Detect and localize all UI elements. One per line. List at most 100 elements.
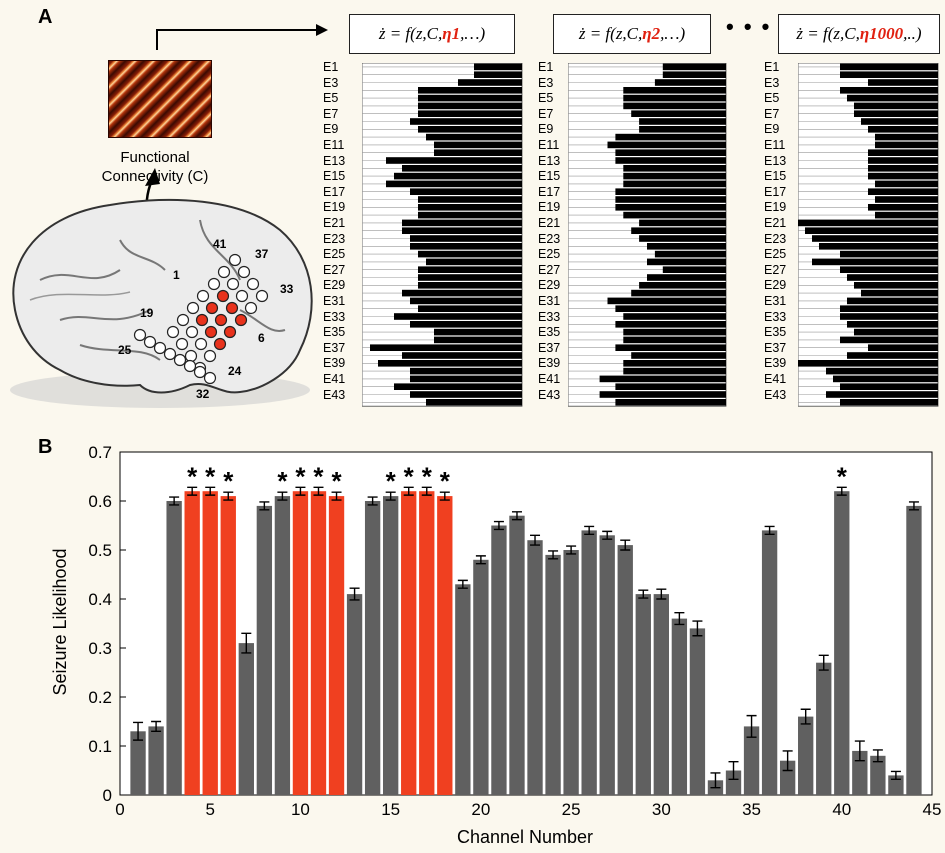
x-tick-label: 15 bbox=[381, 800, 400, 819]
connector-arrow-line bbox=[156, 29, 318, 50]
electrode-label: E7 bbox=[538, 106, 554, 121]
seizure-state-bar bbox=[615, 133, 726, 141]
electrode bbox=[226, 277, 240, 291]
seizure-state-bar bbox=[607, 141, 726, 149]
seizure-onset-electrode bbox=[216, 289, 230, 303]
grid-number: 33 bbox=[280, 282, 294, 296]
bar-channel bbox=[671, 618, 688, 795]
electrode-label: E15 bbox=[764, 169, 787, 184]
seizure-state-bar bbox=[418, 126, 522, 133]
seizure-state-bar bbox=[418, 266, 522, 273]
seizure-state-bar bbox=[854, 282, 938, 289]
seizure-state-bar bbox=[854, 110, 938, 117]
bar-channel bbox=[491, 525, 507, 795]
seizure-state-bar bbox=[868, 157, 938, 164]
seizure-state-bar bbox=[631, 227, 726, 234]
electrode-label: E15 bbox=[323, 169, 346, 184]
model-equation-3: ż = f(z,C, η1000,..) bbox=[778, 14, 940, 54]
electrode bbox=[153, 341, 167, 355]
significance-star: * bbox=[386, 466, 397, 496]
electrode-label: E39 bbox=[323, 356, 346, 371]
seizure-state-bar bbox=[615, 344, 726, 351]
grid-number: 24 bbox=[228, 364, 242, 378]
seizure-state-bar bbox=[623, 328, 726, 336]
equation-ellipsis: • • • bbox=[726, 14, 772, 39]
seizure-onset-electrode bbox=[204, 325, 218, 339]
seizure-state-bar bbox=[868, 204, 938, 211]
error-bar bbox=[151, 720, 162, 732]
error-bar bbox=[746, 714, 757, 738]
significance-star: * bbox=[205, 461, 216, 491]
x-tick-label: 5 bbox=[205, 800, 214, 819]
error-bar bbox=[223, 491, 234, 501]
seizure-state-bar bbox=[875, 180, 938, 188]
y-tick-label: 0.3 bbox=[88, 639, 112, 658]
significance-star: * bbox=[422, 461, 433, 491]
electrode-label: E37 bbox=[538, 340, 561, 355]
electrode-label: E35 bbox=[323, 325, 346, 340]
x-tick-label: 25 bbox=[562, 800, 581, 819]
significance-star: * bbox=[440, 466, 451, 496]
electrode-label: E39 bbox=[538, 356, 561, 371]
error-bar bbox=[475, 555, 486, 565]
electrode bbox=[194, 337, 208, 351]
seizure-state-bar bbox=[410, 235, 522, 242]
seizure-state-bar bbox=[798, 360, 938, 367]
seizure-state-bar bbox=[410, 118, 522, 125]
seizure-state-bar bbox=[418, 250, 522, 258]
seizure-state-bar bbox=[426, 133, 522, 141]
error-bar bbox=[584, 525, 595, 536]
grid-number: 37 bbox=[255, 247, 269, 261]
seizure-state-bar bbox=[418, 282, 522, 289]
bar-channel bbox=[473, 559, 489, 795]
significance-star: * bbox=[187, 461, 198, 491]
seizure-state-bar bbox=[623, 211, 726, 219]
seizure-state-bar bbox=[840, 383, 938, 390]
error-bar bbox=[764, 525, 775, 536]
seizure-state-bar bbox=[875, 141, 938, 149]
seizure-state-bar bbox=[418, 102, 522, 110]
seizure-state-bar bbox=[418, 211, 522, 219]
seizure-state-bar bbox=[418, 305, 522, 312]
electrode-label: E43 bbox=[764, 387, 787, 402]
seizure-state-bar bbox=[833, 375, 938, 383]
seizure-state-bar bbox=[623, 94, 726, 102]
bar-seizure-onset-channel bbox=[292, 491, 309, 795]
electrode bbox=[176, 313, 190, 327]
significance-star: * bbox=[331, 466, 342, 496]
x-tick-label: 35 bbox=[742, 800, 761, 819]
seizure-onset-electrode bbox=[223, 325, 237, 339]
significance-star: * bbox=[313, 461, 324, 491]
seizure-state-bar bbox=[868, 188, 938, 195]
seizure-state-bar bbox=[434, 328, 522, 336]
electrode-label: E1 bbox=[538, 60, 554, 74]
bar-seizure-onset-channel bbox=[220, 496, 236, 795]
error-bar bbox=[439, 491, 450, 501]
error-bar bbox=[728, 760, 739, 781]
seizure-state-bar bbox=[615, 196, 726, 203]
seizure-state-bar bbox=[868, 165, 938, 172]
seizure-state-bar bbox=[875, 133, 938, 141]
seizure-state-bar bbox=[394, 172, 522, 180]
error-bar bbox=[403, 486, 414, 496]
error-bar bbox=[800, 708, 811, 725]
seizure-state-bar bbox=[434, 336, 522, 344]
seizure-raster-plot bbox=[362, 63, 523, 407]
seizure-state-bar bbox=[662, 63, 726, 71]
seizure-state-bar bbox=[631, 110, 726, 117]
electrode bbox=[203, 349, 217, 363]
electrode-label: E37 bbox=[764, 340, 787, 355]
equation-eta: η1000 bbox=[859, 24, 904, 43]
seizure-state-bar bbox=[847, 352, 938, 359]
bar-channel bbox=[779, 760, 796, 795]
electrode bbox=[246, 277, 260, 291]
seizure-state-bar bbox=[458, 79, 522, 86]
electrode-label: E33 bbox=[323, 309, 346, 324]
seizure-onset-electrode bbox=[213, 337, 227, 351]
plot-area bbox=[119, 451, 933, 796]
electrode-label: E5 bbox=[538, 91, 554, 106]
error-bar bbox=[511, 511, 522, 521]
electrode-label: E1 bbox=[764, 60, 780, 74]
electrode-label: E25 bbox=[323, 247, 346, 262]
